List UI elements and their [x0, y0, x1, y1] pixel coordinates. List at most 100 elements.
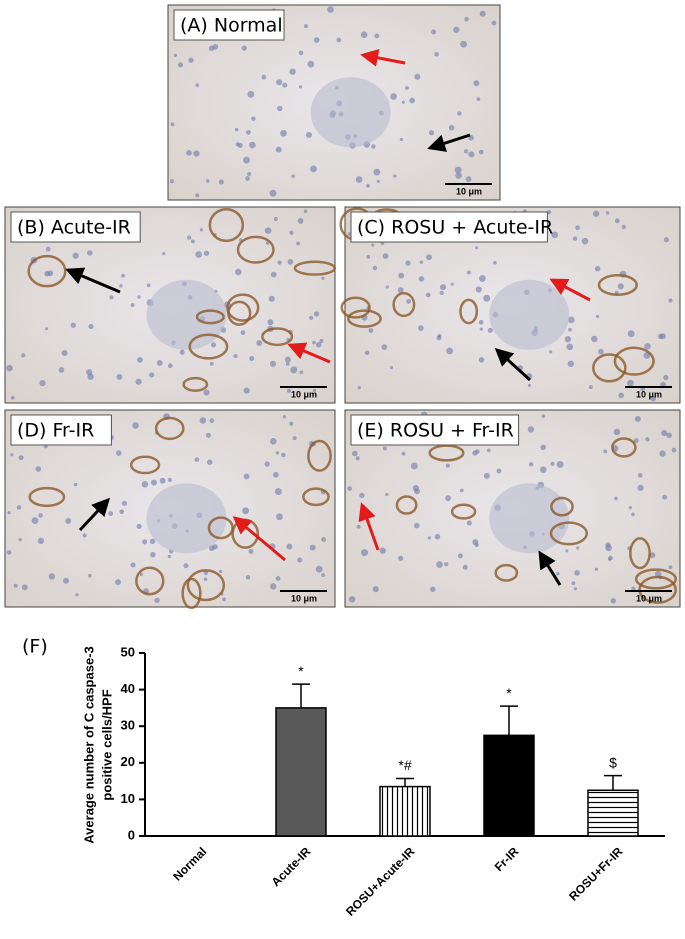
- bar: [587, 789, 639, 837]
- nucleus: [116, 374, 123, 380]
- nucleus: [7, 511, 11, 515]
- nucleus: [464, 17, 469, 22]
- nucleus: [209, 418, 215, 423]
- nucleus: [321, 276, 325, 280]
- nucleus: [169, 179, 175, 184]
- nucleus: [203, 389, 210, 396]
- micrograph: (C) ROSU + Acute-IR 10 μm: [339, 206, 681, 404]
- nucleus: [290, 366, 298, 374]
- panel-label-box: [350, 211, 548, 243]
- y-tick-label: 30: [121, 718, 135, 733]
- y-tick-label: 20: [121, 754, 135, 769]
- nucleus: [614, 496, 618, 501]
- nucleus: [269, 189, 277, 197]
- nucleus: [382, 253, 389, 259]
- nucleus: [137, 357, 143, 363]
- nucleus: [595, 314, 600, 318]
- scale-label: 10 μm: [291, 389, 317, 399]
- stained-tubule: [181, 577, 202, 610]
- nucleus: [115, 579, 122, 586]
- x-tick-label: Normal: [170, 844, 209, 883]
- nucleus: [393, 174, 397, 178]
- nucleus: [243, 473, 250, 480]
- nucleus: [16, 505, 22, 510]
- nucleus: [18, 537, 22, 542]
- error-bar: [604, 774, 622, 791]
- nucleus: [371, 243, 375, 247]
- nucleus: [455, 172, 462, 179]
- nucleus: [277, 260, 282, 265]
- nucleus: [567, 316, 575, 324]
- stained-tubule: [597, 274, 638, 297]
- nucleus: [289, 421, 294, 426]
- nucleus: [594, 567, 598, 571]
- nucleus: [154, 597, 160, 603]
- nucleus: [296, 241, 301, 246]
- nucleus: [194, 457, 200, 462]
- nucleus: [613, 428, 621, 436]
- nucleus: [649, 552, 656, 559]
- nucleus: [291, 174, 295, 178]
- nucleus: [473, 80, 480, 87]
- nucleus: [321, 573, 326, 578]
- nucleus: [87, 373, 94, 380]
- scale-label: 10 μm: [636, 389, 662, 399]
- nucleus: [466, 270, 471, 275]
- stained-tubule: [182, 376, 209, 392]
- nucleus: [190, 239, 195, 244]
- nucleus: [556, 460, 564, 468]
- nucleus: [218, 179, 224, 185]
- nucleus: [448, 125, 455, 131]
- y-tick-label: 10: [121, 791, 135, 806]
- nucleus: [269, 360, 276, 367]
- nucleus: [427, 536, 432, 540]
- stained-tubule: [592, 353, 627, 383]
- nucleus: [434, 52, 439, 57]
- nucleus: [195, 251, 202, 258]
- nucleus: [475, 286, 482, 293]
- stained-tubule: [392, 292, 416, 318]
- nucleus: [149, 538, 156, 545]
- nucleus: [361, 549, 369, 557]
- nucleus: [130, 302, 135, 307]
- nucleus: [439, 284, 447, 291]
- bar: [379, 785, 431, 837]
- glomerulus: [489, 483, 570, 554]
- nucleus: [235, 142, 240, 147]
- nucleus: [303, 209, 308, 214]
- nucleus: [478, 149, 484, 155]
- panel-label: (B) Acute-IR: [17, 217, 131, 239]
- nucleus: [405, 260, 411, 266]
- panel-label: (A) Normal: [180, 15, 283, 37]
- stained-tubule: [459, 298, 479, 325]
- nucleus: [256, 340, 263, 347]
- nucleus: [312, 388, 317, 393]
- nucleus: [235, 268, 242, 276]
- nucleus: [170, 122, 175, 127]
- glomerulus: [310, 77, 391, 148]
- nucleus: [478, 274, 486, 282]
- micrograph: (B) Acute-IR 10 μm: [4, 206, 337, 404]
- nucleus: [21, 353, 26, 358]
- nucleus: [594, 265, 601, 272]
- nucleus: [243, 387, 250, 394]
- significance-label: *#: [398, 757, 411, 773]
- bar: [483, 734, 535, 837]
- nucleus: [268, 295, 275, 302]
- nucleus: [281, 452, 286, 458]
- stained-tubule: [188, 333, 229, 360]
- panel-label-box: [350, 414, 520, 446]
- nucleus: [206, 459, 213, 465]
- nucleus: [389, 366, 394, 370]
- stained-tubule: [195, 309, 225, 325]
- nucleus: [246, 129, 251, 135]
- nucleus: [397, 287, 404, 294]
- panel-label: (C) ROSU + Acute-IR: [357, 217, 553, 239]
- stained-tubule: [154, 416, 185, 441]
- nucleus: [372, 265, 378, 271]
- arrow: [287, 342, 331, 364]
- nucleus: [550, 461, 555, 466]
- nucleus: [591, 335, 598, 343]
- nucleus: [565, 549, 569, 553]
- nucleus: [605, 211, 610, 215]
